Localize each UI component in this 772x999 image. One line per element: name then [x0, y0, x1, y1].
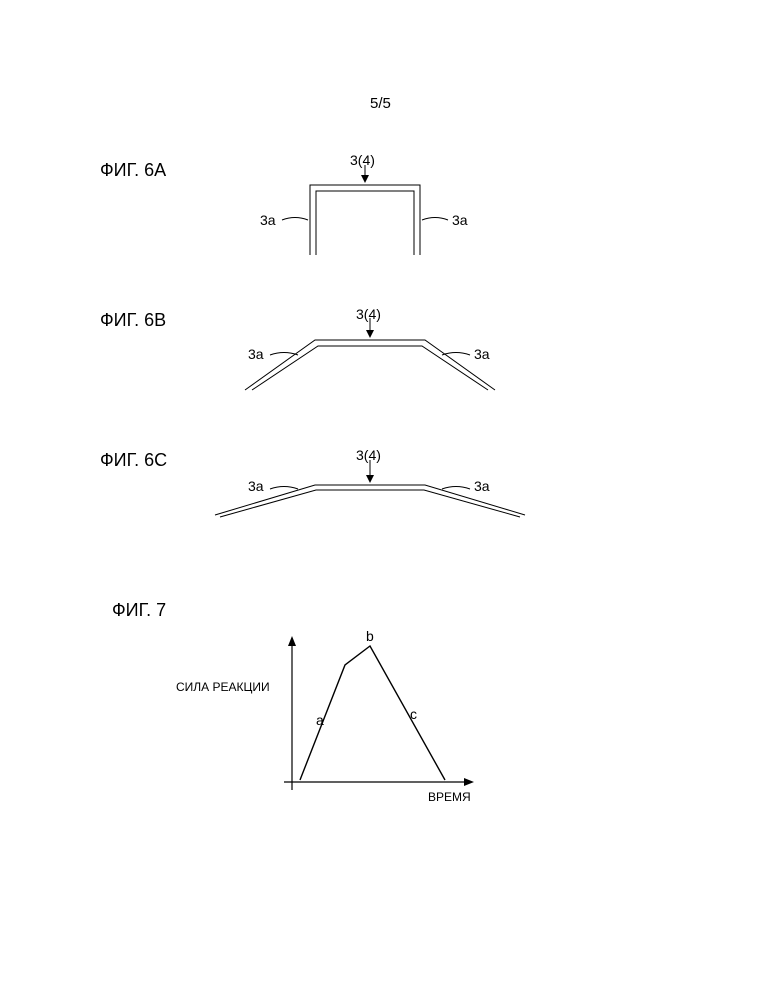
fig6c-title: ФИГ. 6С	[100, 450, 167, 471]
fig6b-arrowhead	[366, 330, 374, 338]
fig6b-top-label: 3(4)	[356, 306, 381, 322]
fig6a-right-label: 3a	[452, 212, 468, 228]
fig6c-leader-right	[442, 487, 470, 490]
page: 5/5 ФИГ. 6А 3(4) 3a 3a ФИГ. 6В 3(4) 3a 3…	[0, 0, 772, 999]
fig6a-leader-left	[282, 218, 308, 221]
fig6a-arrowhead	[361, 175, 369, 183]
fig6b-title: ФИГ. 6В	[100, 310, 166, 331]
fig7-xaxis-arrow	[464, 778, 474, 786]
fig6b-drawing	[290, 340, 450, 390]
fig6c-right-label: 3a	[474, 478, 490, 494]
fig6a-inner	[316, 191, 414, 255]
fig6c-top-label: 3(4)	[356, 447, 381, 463]
fig7-label-a: a	[316, 712, 324, 728]
fig7-xaxis-label: ВРЕМЯ	[428, 790, 471, 804]
fig6b-left-label: 3a	[248, 346, 264, 362]
fig6a-top-label: 3(4)	[350, 152, 375, 168]
fig6c-drawing	[280, 485, 460, 520]
fig6a-outer	[310, 185, 420, 255]
fig7-label-b: b	[366, 628, 374, 644]
fig7-title: ФИГ. 7	[112, 600, 166, 621]
fig6c-leader-left	[270, 487, 298, 490]
fig6c-left-label: 3a	[248, 478, 264, 494]
fig6a-drawing	[310, 185, 420, 255]
fig7-yaxis-label: СИЛА РЕАКЦИИ	[176, 680, 270, 694]
fig6c-inner	[220, 490, 520, 517]
fig7-chart	[280, 640, 480, 810]
fig6a-leader-right	[422, 218, 448, 221]
fig6c-arrowhead	[366, 475, 374, 483]
fig6a-left-label: 3a	[260, 212, 276, 228]
page-number: 5/5	[370, 95, 391, 112]
fig6a-title: ФИГ. 6А	[100, 160, 166, 181]
fig7-label-c: c	[410, 706, 417, 722]
fig6b-right-label: 3a	[474, 346, 490, 362]
fig6b-outer	[245, 340, 495, 390]
fig7-yaxis-arrow	[288, 636, 296, 646]
